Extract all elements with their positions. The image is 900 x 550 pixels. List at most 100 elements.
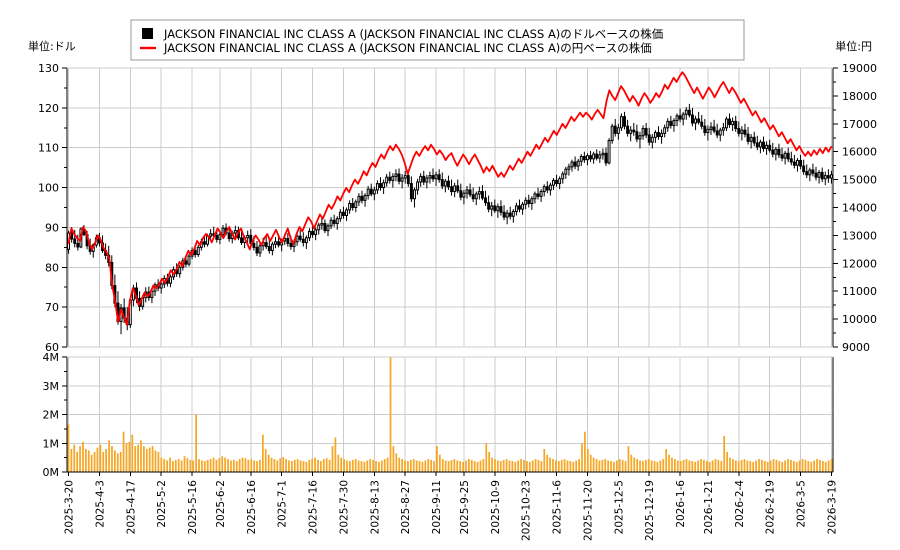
candle-body (388, 176, 392, 181)
volume-bar (314, 457, 316, 472)
volume-bar (540, 461, 543, 472)
candle-body (246, 234, 250, 239)
volume-ytick-label: 3M (43, 380, 60, 393)
volume-bar (566, 460, 569, 472)
volume-bar (685, 459, 688, 472)
volume-bar (763, 461, 766, 472)
volume-bar (290, 461, 293, 472)
candle-body (397, 173, 401, 182)
volume-bar (366, 460, 369, 472)
volume-bar (467, 459, 470, 472)
candle-body (681, 113, 685, 120)
volume-bar (766, 461, 769, 472)
candle-body (771, 149, 775, 155)
volume-bar (288, 460, 290, 472)
volume-bar (734, 460, 737, 472)
volume-bar (824, 461, 827, 472)
candle-body (385, 176, 389, 184)
volume-bar (389, 357, 392, 472)
volume-bar (380, 460, 383, 472)
candle-body (755, 142, 759, 148)
candle-body (542, 186, 546, 193)
candle-body (530, 198, 534, 205)
candle-body (684, 109, 688, 115)
candle-body (446, 180, 450, 188)
candle-body (555, 179, 559, 185)
volume-bar (549, 457, 551, 472)
price-ytick-label-right: 13000 (842, 229, 877, 242)
candle-body (598, 154, 602, 159)
x-tick-label: 2026-2-19 (765, 480, 777, 534)
volume-bar (517, 460, 520, 472)
candle-body (391, 175, 395, 181)
volume-bar (79, 446, 81, 472)
price-ytick-label-left: 60 (45, 341, 59, 354)
candle-body (687, 109, 691, 116)
candle-body (252, 242, 256, 248)
price-ytick-label-left: 80 (45, 261, 59, 274)
volume-bar (93, 451, 96, 472)
x-tick-label: 2026-3-19 (826, 480, 838, 534)
x-tick-label: 2025-3-20 (64, 480, 76, 534)
candle-body (403, 175, 407, 179)
volume-bar (172, 461, 174, 472)
volume-bar (769, 460, 772, 472)
volume-bar (166, 460, 168, 472)
candle-body (712, 126, 716, 132)
volume-bar (174, 459, 177, 472)
volume-bar (351, 459, 354, 472)
candle-body (443, 180, 447, 187)
volume-bar (169, 457, 171, 472)
candle-body (653, 132, 657, 138)
volume-bar (398, 457, 401, 472)
candle-body (422, 175, 426, 183)
candle-body (650, 136, 654, 143)
volume-bar (203, 461, 206, 472)
price-ytick-label-right: 17000 (842, 118, 877, 131)
volume-bar (270, 457, 273, 472)
candle-body (774, 148, 778, 155)
candle-body (490, 205, 494, 210)
candle-body (737, 128, 741, 134)
candle-body (829, 174, 833, 179)
volume-bar (340, 457, 343, 472)
volume-bar (383, 459, 386, 472)
volume-bar (192, 460, 195, 472)
candle-body (406, 175, 410, 185)
volume-bar (717, 459, 720, 472)
volume-bar (108, 440, 110, 472)
x-tick-label: 2026-1-6 (675, 480, 687, 528)
volume-bar (163, 459, 166, 472)
volume-bar (526, 461, 528, 472)
candle-body (431, 175, 435, 180)
volume-bar (259, 459, 261, 472)
volume-bar (230, 460, 232, 472)
candle-body (728, 118, 731, 126)
volume-bar (720, 461, 723, 472)
candle-body (345, 209, 348, 216)
volume-bar (604, 459, 607, 472)
volume-bar (105, 449, 108, 472)
volume-bar (99, 444, 102, 472)
volume-bar (90, 454, 93, 472)
candle-body (826, 175, 830, 179)
volume-bar (453, 459, 456, 472)
candle-body (706, 128, 710, 134)
volume-bar (781, 461, 784, 472)
candle-body (626, 125, 630, 134)
candle-body (731, 120, 735, 126)
volume-bar (183, 456, 186, 472)
volume-bar (160, 457, 163, 472)
volume-bar (87, 450, 90, 472)
volume-bar (261, 434, 264, 472)
candle-body (765, 144, 769, 150)
volume-bar (430, 459, 433, 472)
candle-body (805, 171, 809, 176)
x-tick-label: 2025-10-23 (521, 480, 533, 541)
candle-body (428, 175, 432, 179)
candle-body (379, 183, 382, 189)
price-ytick-label-right: 15000 (842, 174, 877, 187)
candle-body (487, 202, 491, 210)
volume-bar (76, 451, 79, 472)
candle-body (610, 125, 614, 142)
